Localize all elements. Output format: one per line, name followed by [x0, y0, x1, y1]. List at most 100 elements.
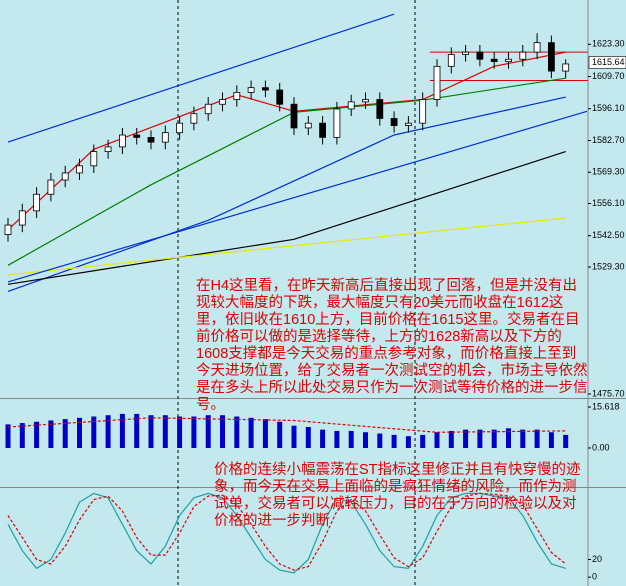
y-tick-label: 1582.70: [592, 135, 625, 145]
bar: [362, 432, 368, 448]
bar: [291, 425, 297, 448]
bar: [177, 416, 183, 448]
bar: [405, 436, 411, 448]
candle-body: [419, 99, 427, 124]
candle-body: [390, 118, 398, 126]
candle-body: [433, 65, 441, 100]
series-line: [7, 110, 588, 283]
bar: [220, 415, 226, 448]
series-line: [7, 96, 566, 292]
annotation: 在H4这里看，在昨天新高后直接出现了回落，但是并没有出现较大幅度的下跌，最大幅度…: [196, 278, 588, 413]
bar: [463, 429, 469, 448]
y-tick-label: 1623.30: [592, 39, 625, 49]
candle-body: [262, 87, 269, 91]
bar: [434, 432, 440, 448]
bar: [491, 429, 497, 448]
candle-body: [476, 51, 484, 60]
bar: [5, 424, 11, 448]
bar: [191, 416, 197, 448]
candle-body: [233, 91, 241, 100]
y-tick-label: 1556.10: [592, 198, 625, 208]
price-tag-bg: [588, 56, 626, 69]
bar: [420, 434, 426, 448]
bar: [477, 429, 483, 448]
candle-body: [119, 134, 126, 148]
series-line: [7, 217, 566, 276]
bar: [505, 428, 511, 448]
bar: [520, 429, 526, 448]
bar: [548, 432, 554, 448]
bar: [377, 433, 383, 448]
candle-body: [562, 63, 570, 72]
price-tag: 1615.64: [592, 57, 625, 67]
candle-body: [519, 51, 527, 60]
candle-body: [76, 165, 83, 174]
candle-body: [547, 42, 555, 72]
series-line: [7, 151, 566, 285]
bar: [134, 413, 140, 448]
candle-body: [61, 172, 69, 181]
candle-body: [362, 99, 369, 103]
bar: [19, 423, 25, 448]
candle-body: [347, 101, 355, 110]
series-line: [7, 492, 566, 574]
bar: [277, 421, 283, 448]
candle-body: [304, 122, 312, 129]
candle-body: [247, 87, 255, 93]
y-tick-label: 20: [592, 554, 602, 564]
bar: [262, 419, 268, 448]
candle-body: [18, 210, 26, 226]
candle-body: [133, 134, 141, 138]
bar: [391, 434, 397, 448]
candle-body: [219, 99, 226, 105]
candle-body: [204, 103, 212, 115]
y-tick-label: 0.00: [592, 442, 610, 452]
y-tick-label: 1542.50: [592, 230, 625, 240]
y-tick-label: 1596.10: [592, 103, 625, 113]
bar: [348, 430, 354, 448]
y-tick-label: 0: [592, 572, 597, 582]
candle-body: [147, 137, 155, 143]
y-tick-label: 1475.70: [592, 388, 625, 398]
bar: [448, 430, 454, 448]
candle-body: [104, 146, 112, 153]
bar: [334, 430, 340, 448]
candle-body: [533, 42, 541, 53]
candle-body: [404, 122, 412, 126]
annotation: 价格的连续小幅震荡在ST指标这里修正并且有快穿慢的迹象，而今天在交易上面临的是疯…: [214, 462, 581, 529]
bar: [305, 427, 311, 448]
bar: [234, 416, 240, 448]
bar: [205, 415, 211, 448]
candle-body: [90, 151, 98, 167]
candle-body: [47, 179, 55, 195]
series-line: [7, 417, 566, 433]
y-tick-label: 1609.70: [592, 71, 625, 81]
candle-body: [290, 103, 298, 129]
candle-body: [319, 122, 326, 138]
bar: [320, 429, 326, 448]
bar: [34, 421, 40, 448]
y-tick-label: 1569.30: [592, 167, 625, 177]
candle-body: [176, 122, 184, 134]
candle-body: [333, 108, 341, 138]
bar: [48, 420, 54, 448]
candle-body: [276, 89, 284, 105]
candle-body: [190, 113, 198, 124]
candle-body: [505, 58, 512, 62]
bar: [162, 415, 168, 448]
bar: [534, 429, 540, 448]
candle-body: [447, 54, 455, 67]
candle-body: [490, 58, 498, 62]
y-tick-label: 1529.30: [592, 261, 625, 271]
bar: [119, 413, 125, 448]
bar: [105, 415, 111, 448]
bar: [62, 419, 68, 448]
series-line: [7, 13, 395, 143]
series-line: [7, 492, 567, 571]
candle-body: [462, 51, 469, 55]
bar: [248, 417, 254, 448]
candle-body: [376, 99, 384, 119]
candle-body: [161, 132, 169, 143]
